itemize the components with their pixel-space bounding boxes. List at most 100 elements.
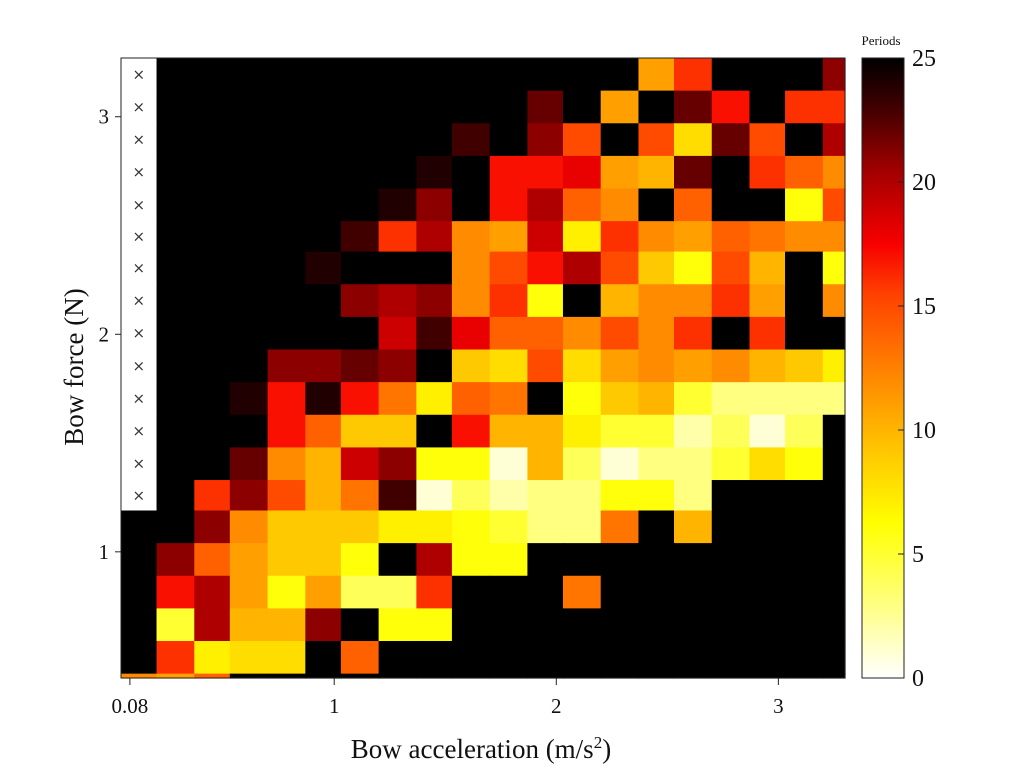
heatmap-cell-no-data bbox=[121, 58, 158, 92]
heatmap-cell bbox=[378, 284, 417, 318]
heatmap-cell bbox=[527, 349, 564, 383]
heatmap-cell bbox=[378, 414, 417, 449]
heatmap-cell bbox=[711, 641, 751, 675]
colorbar-ticks: 0 5 10 15 20 25 bbox=[898, 46, 936, 692]
no-data-marker: × bbox=[132, 259, 145, 277]
heatmap-cell bbox=[749, 316, 786, 351]
heatmap-cell bbox=[600, 155, 640, 190]
heatmap-cell bbox=[749, 349, 786, 383]
heatmap-cell bbox=[785, 284, 824, 318]
heatmap-cell bbox=[711, 58, 751, 92]
heatmap-cell bbox=[451, 316, 491, 351]
heatmap-cell-no-data bbox=[121, 221, 158, 253]
heatmap-cell-no-data bbox=[121, 155, 158, 190]
heatmap-cell bbox=[711, 575, 751, 609]
heatmap-cell bbox=[416, 447, 453, 481]
heatmap-cell bbox=[749, 123, 786, 157]
heatmap-cell bbox=[527, 221, 564, 253]
no-data-marker: × bbox=[132, 324, 145, 342]
heatmap-cell bbox=[527, 90, 564, 124]
heatmap-cell bbox=[673, 510, 713, 544]
heatmap-cell bbox=[638, 543, 675, 577]
heatmap-cell bbox=[229, 608, 269, 642]
heatmap-cell bbox=[451, 414, 491, 449]
heatmap-cell bbox=[600, 58, 640, 92]
heatmap-cell bbox=[340, 480, 380, 512]
heatmap-cell bbox=[156, 575, 195, 609]
heatmap-cell bbox=[378, 608, 417, 642]
heatmap-cell bbox=[451, 673, 491, 679]
heatmap-cell bbox=[638, 251, 675, 285]
y-axis-title: Bow force (N) bbox=[59, 288, 89, 445]
heatmap-cell bbox=[378, 155, 417, 190]
heatmap-cell bbox=[489, 608, 529, 642]
heatmap-cell bbox=[194, 155, 231, 190]
heatmap-cell bbox=[785, 673, 824, 679]
heatmap-cell bbox=[305, 608, 342, 642]
heatmap-cell bbox=[638, 382, 675, 416]
heatmap-cell bbox=[785, 58, 824, 92]
heatmap-cell bbox=[378, 188, 417, 222]
heatmap-cell bbox=[305, 251, 342, 285]
heatmap-cell bbox=[267, 641, 306, 675]
heatmap-cell bbox=[600, 284, 640, 318]
heatmap-cell bbox=[600, 316, 640, 351]
heatmap-cell bbox=[562, 188, 602, 222]
heatmap-cell bbox=[562, 155, 602, 190]
heatmap-cell bbox=[489, 673, 529, 679]
y-tick-label: 3 bbox=[99, 105, 110, 129]
heatmap-cell bbox=[489, 447, 529, 481]
heatmap-cell bbox=[451, 349, 491, 383]
heatmap-cell bbox=[267, 447, 306, 481]
heatmap-cell bbox=[562, 641, 602, 675]
heatmap-cell bbox=[673, 58, 713, 92]
heatmap-cell bbox=[785, 510, 824, 544]
no-data-marker: × bbox=[132, 196, 145, 214]
x-tick-label: 1 bbox=[329, 694, 340, 718]
heatmap-cell bbox=[416, 608, 453, 642]
heatmap-cell bbox=[340, 673, 380, 679]
colorbar-tick-label: 5 bbox=[912, 542, 924, 568]
heatmap-cell bbox=[229, 382, 269, 416]
heatmap-cell bbox=[340, 90, 380, 124]
heatmap-cell bbox=[562, 123, 602, 157]
heatmap-cell bbox=[638, 188, 675, 222]
heatmap-cell bbox=[489, 155, 529, 190]
heatmap-cell bbox=[822, 543, 846, 577]
heatmap-cell bbox=[711, 510, 751, 544]
heatmap-cell bbox=[229, 510, 269, 544]
heatmap-cell bbox=[194, 251, 231, 285]
heatmap-cell bbox=[673, 155, 713, 190]
heatmap-cell bbox=[711, 543, 751, 577]
heatmap-cell bbox=[121, 543, 158, 577]
heatmap-cell bbox=[378, 221, 417, 253]
heatmap-cell bbox=[267, 316, 306, 351]
heatmap-cell bbox=[378, 251, 417, 285]
heatmap-cell bbox=[305, 221, 342, 253]
heatmap-cell bbox=[822, 221, 846, 253]
heatmap-cell bbox=[527, 480, 564, 512]
heatmap-cell bbox=[156, 221, 195, 253]
heatmap-cell bbox=[562, 608, 602, 642]
heatmap-cell bbox=[600, 575, 640, 609]
heatmap-cell bbox=[489, 543, 529, 577]
heatmap-cell bbox=[711, 251, 751, 285]
heatmap-cell bbox=[267, 480, 306, 512]
heatmap-cell bbox=[562, 543, 602, 577]
heatmap-cell bbox=[340, 316, 380, 351]
heatmap-cell bbox=[638, 316, 675, 351]
heatmap-cell bbox=[749, 221, 786, 253]
heatmap-cell bbox=[785, 382, 824, 416]
heatmap-cell bbox=[600, 123, 640, 157]
heatmap-cell bbox=[489, 510, 529, 544]
heatmap-cell bbox=[822, 188, 846, 222]
heatmap-cell bbox=[822, 641, 846, 675]
heatmap-cell bbox=[749, 58, 786, 92]
heatmap-cell bbox=[489, 221, 529, 253]
heatmap-cell bbox=[822, 251, 846, 285]
heatmap-cell bbox=[156, 641, 195, 675]
heatmap-cell bbox=[673, 414, 713, 449]
heatmap-cell bbox=[340, 414, 380, 449]
heatmap-cell bbox=[822, 673, 846, 679]
heatmap-cell bbox=[785, 316, 824, 351]
